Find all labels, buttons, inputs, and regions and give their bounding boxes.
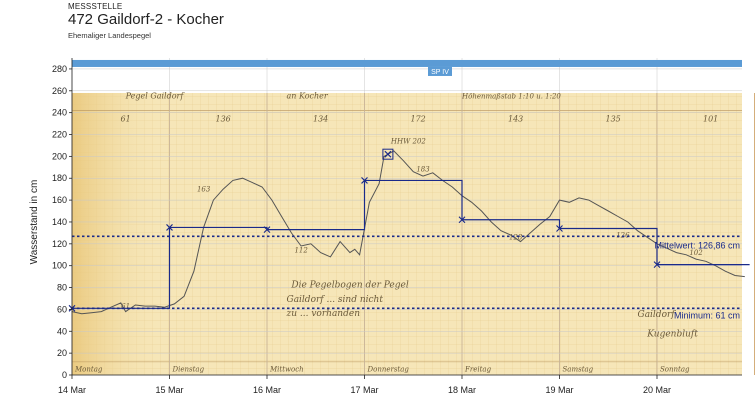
paper-annotation: 126 — [616, 231, 630, 239]
paper-day-name: Samstag — [563, 366, 594, 374]
paper-day-name: Mittwoch — [269, 366, 304, 374]
y-tick-label: 220 — [52, 130, 67, 140]
paper-day-name: Freitag — [464, 366, 492, 374]
paper-annotation: 183 — [416, 166, 430, 174]
daily-means — [68, 148, 750, 312]
daily-mean-marker — [166, 224, 173, 231]
paper-day-value: 101 — [703, 114, 718, 123]
paper-day-value: 136 — [215, 114, 230, 123]
y-tick-label: 100 — [52, 261, 67, 271]
paper-annotation: HHW 202 — [390, 137, 427, 145]
x-tick-label: 15 Mar — [155, 385, 183, 395]
reference-lines: Mittelwert: 126,86 cm Minimum: 61 cm — [72, 235, 742, 320]
x-tick-label: 17 Mar — [350, 385, 378, 395]
daily-mean-marker — [653, 261, 661, 268]
sp-band: SP IV — [72, 59, 742, 76]
paper-day-value: 143 — [508, 114, 523, 123]
paper-day-name: Dienstag — [172, 366, 205, 374]
axes: 0 20 40 60 80 100 120 140 160 180 200 220 240 260 280 1… — [52, 58, 742, 395]
y-tick-label: 60 — [57, 304, 67, 314]
section-label: MESSSTELLE — [68, 2, 123, 11]
paper-day-value: 61 — [121, 114, 131, 123]
y-axis-label: Wasserstand in cm — [29, 180, 40, 265]
y-tick-label: 120 — [52, 239, 67, 249]
y-tick-label: 280 — [52, 64, 67, 74]
x-tick-label: 20 Mar — [643, 385, 671, 395]
paper-day-name: Donnerstag — [367, 366, 410, 374]
paper-day-name: Montag — [74, 366, 103, 374]
paper-header-mid: an Kocher — [287, 91, 329, 100]
series-line-0 — [71, 150, 745, 315]
y-tick-label: 160 — [52, 195, 67, 205]
paper-annotation: 61 — [121, 302, 130, 310]
y-tick-label: 20 — [57, 348, 67, 358]
peak-marker-box — [382, 148, 394, 160]
daily-mean-step-line — [72, 179, 750, 309]
page-title: 472 Gaildorf-2 - Kocher — [68, 11, 224, 28]
y-tick-label: 0 — [62, 370, 67, 380]
paper-header-right: Höhenmaßstab 1:10 u. 1:20 — [461, 92, 561, 100]
peak-marker-x — [384, 150, 392, 158]
daily-mean-marker — [361, 177, 368, 184]
y-tick-label: 40 — [57, 326, 67, 336]
paper-handwriting-line: zu ... vorhanden — [286, 309, 361, 319]
paper-annotation: 163 — [197, 185, 211, 193]
y-tick-label: 240 — [52, 108, 67, 118]
paper-annotation: 112 — [294, 247, 308, 255]
x-tick-label: 19 Mar — [545, 385, 573, 395]
y-tick-label: 140 — [52, 217, 67, 227]
paper-annotation: 102 — [689, 249, 703, 257]
y-tick-label: 180 — [52, 173, 67, 183]
sp-band-label-box — [428, 66, 452, 76]
paper-day-name: Sonntag — [660, 366, 690, 374]
paper-day-value: 172 — [410, 114, 425, 123]
y-tick-label: 200 — [52, 151, 67, 161]
sp-band-bar — [72, 59, 742, 67]
x-tick-label: 14 Mar — [58, 385, 86, 395]
paper-minor-grid — [72, 92, 742, 375]
paper-stain — [72, 92, 162, 375]
daily-mean-marker — [556, 225, 563, 232]
paper-handwriting-line: Die Pegelbogen der Pegel — [290, 281, 408, 291]
y-tick-label: 80 — [57, 283, 67, 293]
paper-handwriting: Pegel Gaildorf an Kocher Höhenmaßstab 1:10… — [74, 91, 718, 373]
x-tick-label: 18 Mar — [448, 385, 476, 395]
paper-handwriting-line: Gaildorf ... sind nicht — [287, 295, 384, 305]
series — [71, 150, 745, 315]
ref-label-minimum: Minimum: 61 cm — [674, 310, 740, 320]
paper-day-value: 134 — [313, 114, 328, 123]
daily-mean-marker — [458, 216, 466, 224]
sp-band-label: SP IV — [431, 69, 449, 76]
y-tick-label: 260 — [52, 86, 67, 96]
ref-label-mittelwert: Mittelwert: 126,86 cm — [654, 240, 740, 250]
daily-mean-marker — [263, 226, 271, 234]
paper-handwriting-line: Kugenbluft — [646, 330, 698, 340]
scanned-paper-background — [71, 92, 755, 375]
paper-day-value: 135 — [605, 114, 620, 123]
paper-handwriting-line: Gaildorf — [638, 310, 677, 320]
paper-header-left: Pegel Gaildorf — [125, 91, 186, 100]
x-tick-label: 16 Mar — [253, 385, 281, 395]
paper-annotation: 128 — [509, 233, 523, 241]
page-subtitle: Ehemaliger Landespegel — [68, 31, 151, 40]
